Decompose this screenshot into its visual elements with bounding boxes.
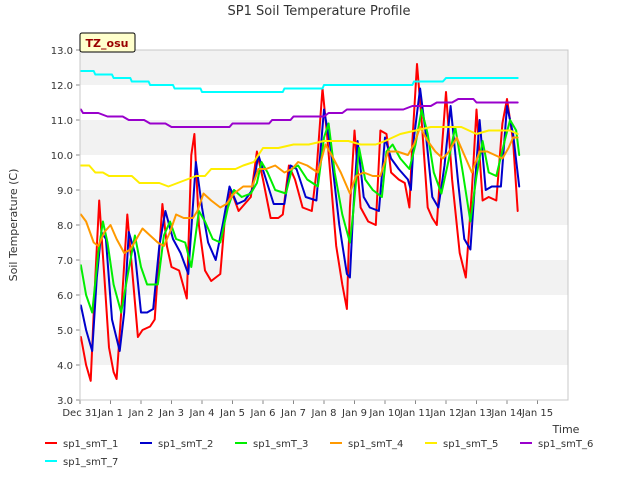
- y-tick-label: 11.0: [51, 116, 73, 127]
- series-line-sp1_smT_6: [79, 98, 519, 128]
- x-tick-label: Jan 2: [128, 408, 154, 419]
- y-tick-label: 12.0: [51, 81, 73, 92]
- x-tick-label: Jan 4: [189, 408, 215, 419]
- grid-band: [80, 50, 568, 85]
- x-tick-label: Jan 10: [368, 408, 400, 419]
- legend-label-sp1_smT_2: sp1_smT_2: [158, 439, 213, 450]
- series-line-sp1_smT_7: [79, 70, 519, 93]
- series-line-sp1_smT_3: [79, 108, 521, 314]
- x-tick-label: Jan 1: [97, 408, 123, 419]
- grid-band: [80, 225, 568, 260]
- y-tick-label: 4.0: [57, 361, 73, 372]
- legend-label-sp1_smT_7: sp1_smT_7: [63, 457, 118, 468]
- series-lines: [79, 63, 521, 382]
- y-tick-label: 9.0: [57, 186, 73, 197]
- x-tick-label: Jan 15: [521, 408, 553, 419]
- grid-band: [80, 330, 568, 365]
- legend-label-sp1_smT_1: sp1_smT_1: [63, 439, 118, 450]
- y-tick-label: 13.0: [51, 46, 73, 57]
- x-axis: Dec 31 Jan 1 Jan 2 Jan 3 Jan 4 Jan 5 Jan 6 Jan …: [62, 400, 553, 419]
- legend-label-sp1_smT_4: sp1_smT_4: [348, 439, 403, 450]
- x-tick-label: Jan 5: [219, 408, 245, 419]
- legend: sp1_smT_1 sp1_smT_2 sp1_smT_3 sp1_smT_4 sp1_…: [45, 439, 593, 468]
- x-tick-label: Jan 6: [250, 408, 276, 419]
- x-tick-label: Jan 14: [490, 408, 522, 419]
- chart-title: SP1 Soil Temperature Profile: [228, 4, 411, 19]
- y-axis: 3.0 4.0 5.0 6.0 7.0 8.0 9.0 10.0 11.0 12.0 13.0: [51, 46, 80, 407]
- y-axis-label: Soil Temperature (C): [7, 169, 20, 282]
- x-tick-label: Jan 3: [158, 408, 184, 419]
- grid-band: [80, 295, 568, 330]
- grid-band: [80, 365, 568, 400]
- y-tick-label: 7.0: [57, 256, 73, 267]
- grid-band: [80, 155, 568, 190]
- plot-frame: [79, 49, 569, 401]
- y-tick-label: 6.0: [57, 291, 73, 302]
- x-tick-label: Jan 12: [429, 408, 461, 419]
- legend-label-sp1_smT_5: sp1_smT_5: [443, 439, 498, 450]
- grid-band: [80, 260, 568, 295]
- grid-band: [80, 190, 568, 225]
- series-line-sp1_smT_2: [79, 87, 521, 352]
- y-tick-label: 3.0: [57, 396, 73, 407]
- legend-label-sp1_smT_3: sp1_smT_3: [253, 439, 308, 450]
- y-tick-label: 5.0: [57, 326, 73, 337]
- x-tick-label: Jan 8: [311, 408, 337, 419]
- series-line-sp1_smT_1: [79, 63, 519, 382]
- x-tick-label: Jan 11: [399, 408, 431, 419]
- legend-label-sp1_smT_6: sp1_smT_6: [538, 439, 593, 450]
- x-axis-label: Time: [552, 423, 580, 436]
- y-tick-label: 10.0: [51, 151, 73, 162]
- site-label-box: TZ_osu: [79, 32, 136, 53]
- series-line-sp1_smT_4: [79, 126, 519, 254]
- series-line-sp1_smT_5: [79, 126, 519, 188]
- x-tick-label: Jan 7: [280, 408, 306, 419]
- y-tick-label: 8.0: [57, 221, 73, 232]
- x-tick-label: Dec 31: [62, 408, 97, 419]
- site-label: TZ_osu: [86, 37, 129, 50]
- x-tick-label: Jan 9: [341, 408, 367, 419]
- x-tick-label: Jan 13: [460, 408, 492, 419]
